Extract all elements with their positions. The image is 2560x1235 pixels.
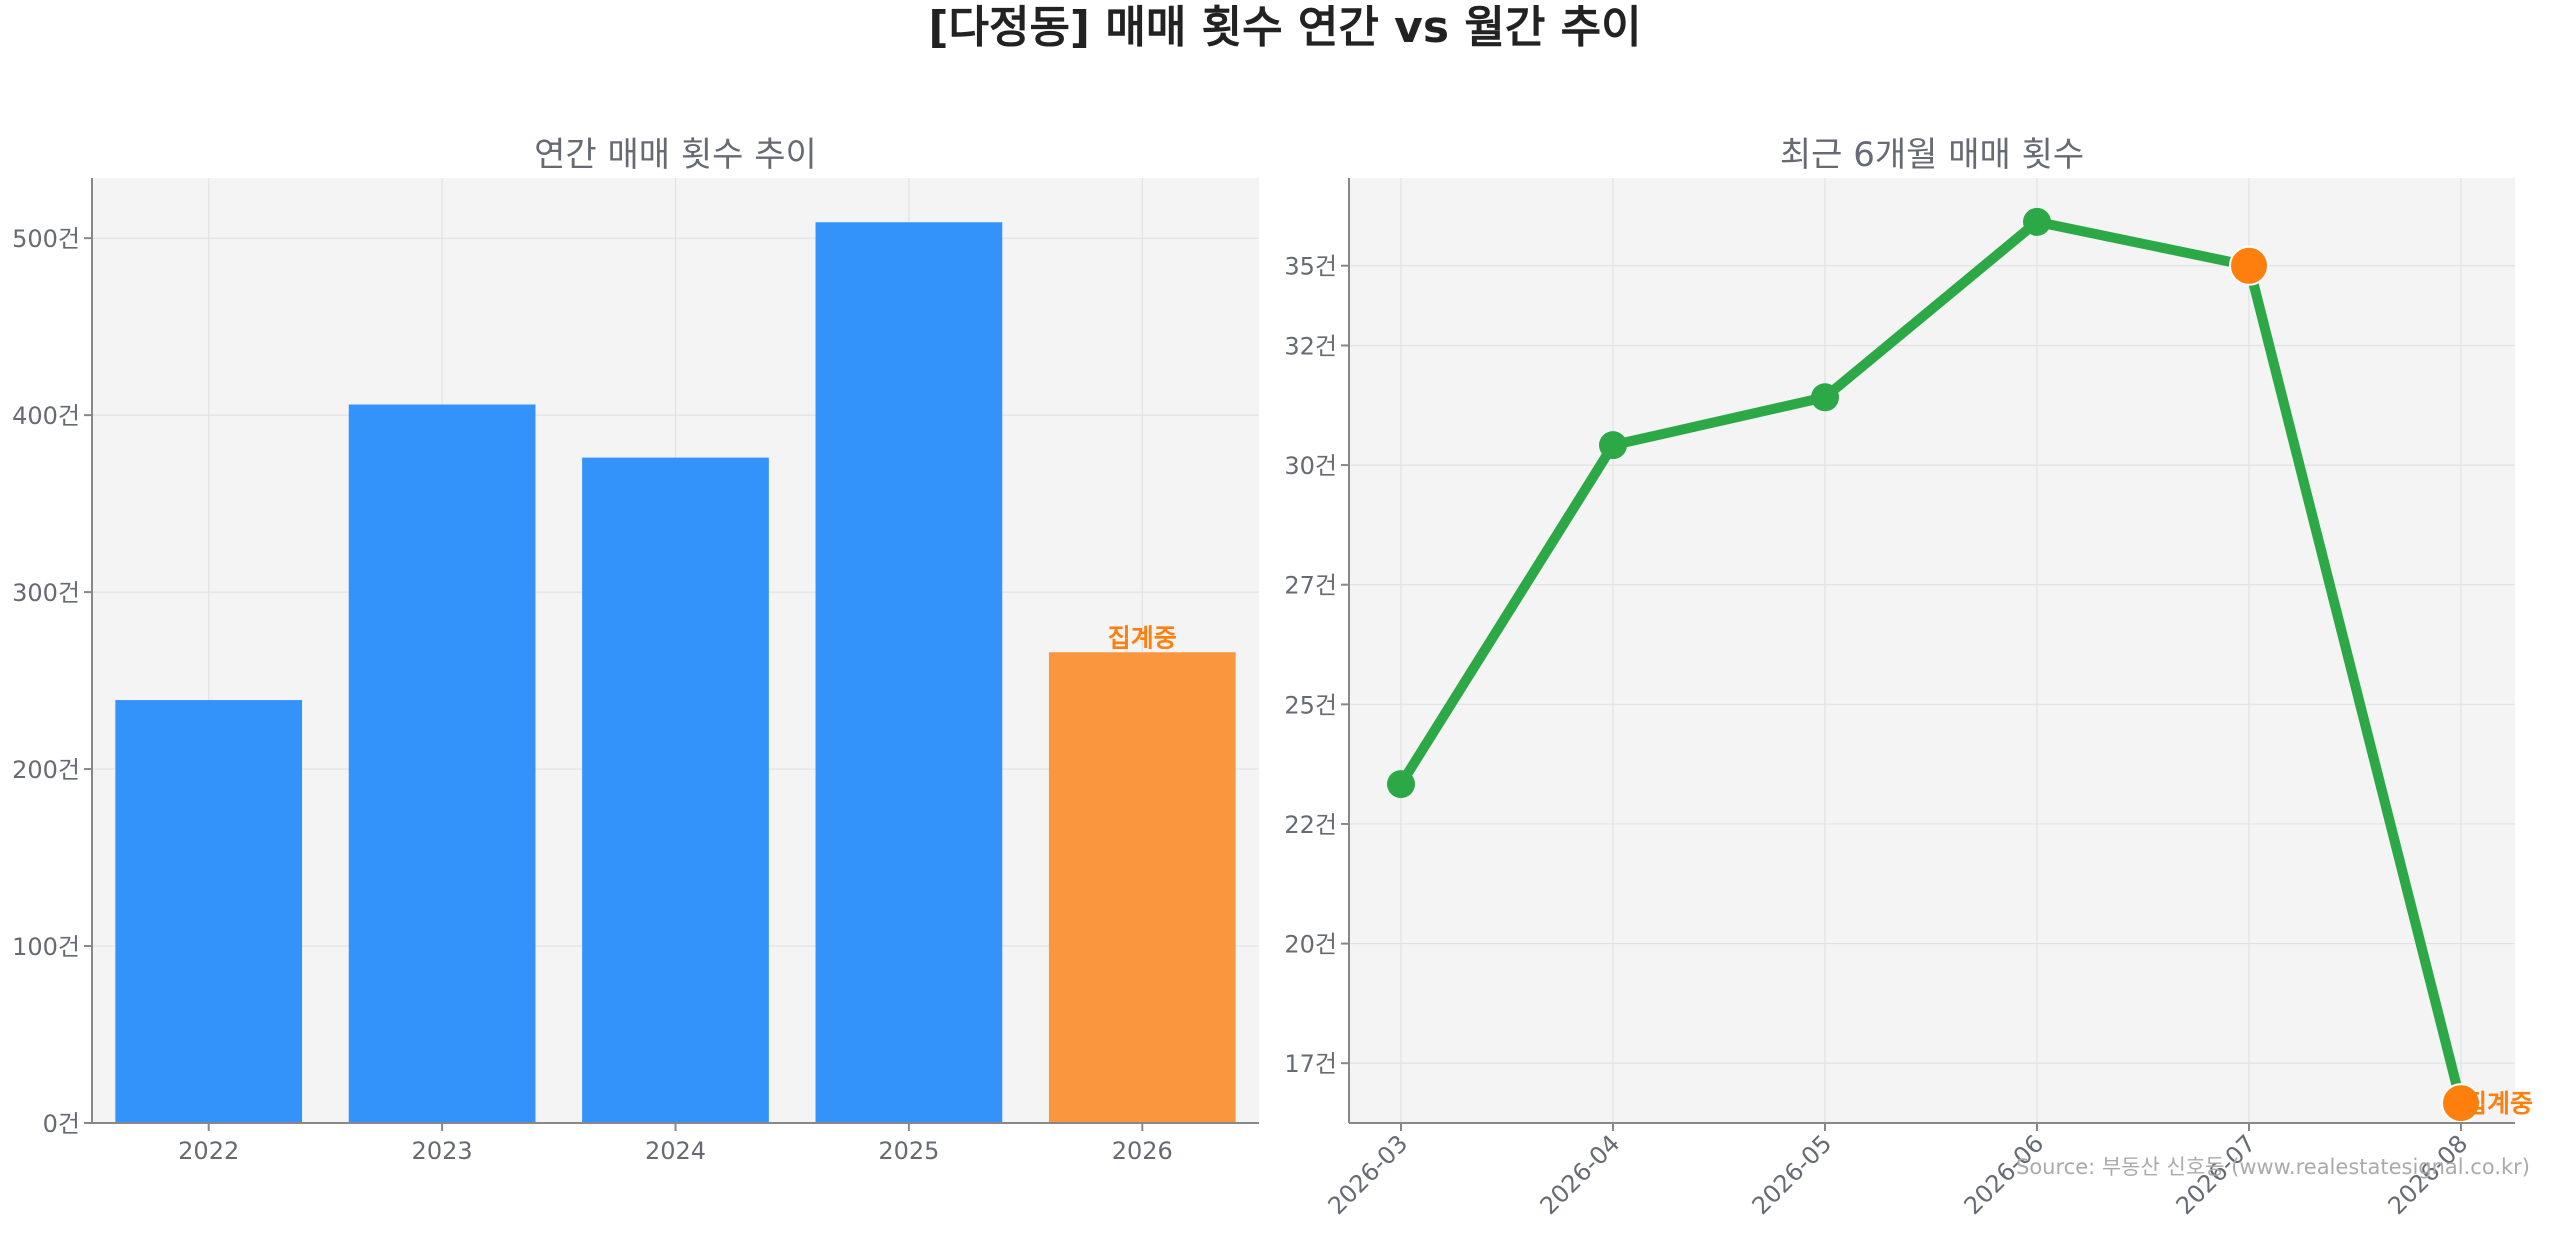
y-tick-label: 30건 <box>1284 452 1337 480</box>
y-tick-label: 22건 <box>1284 811 1337 839</box>
line-point-2026-04 <box>1599 431 1627 460</box>
y-tick-label: 200건 <box>12 756 80 784</box>
y-tick-label: 17건 <box>1284 1050 1337 1078</box>
bar-2023 <box>348 404 536 1123</box>
line-point-2026-07 <box>2229 245 2269 286</box>
y-tick-label: 100건 <box>12 933 80 961</box>
x-tick-label: 2026-05 <box>1747 1129 1838 1220</box>
x-tick-label: 2022 <box>178 1137 239 1165</box>
x-tick-label: 2023 <box>412 1137 473 1165</box>
bar-annotation: 집계중 <box>1108 623 1177 652</box>
source-note: Source: 부동산 신호등 (www.realestatesignal.co… <box>2016 1155 2530 1179</box>
line-point-2026-05 <box>1811 383 1839 412</box>
line-point-2026-03 <box>1387 770 1415 799</box>
y-tick-label: 35건 <box>1284 253 1337 281</box>
line-series <box>1396 216 2466 1109</box>
y-tick-label: 25건 <box>1284 691 1337 719</box>
bar-2026 <box>1048 652 1236 1123</box>
y-tick-label: 32건 <box>1284 332 1337 360</box>
y-tick-label: 400건 <box>12 402 80 430</box>
bar-2024 <box>582 457 769 1123</box>
x-tick-label: 2026-03 <box>1323 1129 1414 1220</box>
annual-bar-chart: 0건 100건 200건 300건 400건 500건 2022 2023 2024 2025 20… <box>12 135 1259 1165</box>
y-tick-label: 20건 <box>1284 931 1337 959</box>
line-chart-title: 최근 6개월 매매 횟수 <box>1780 135 2084 175</box>
bar-chart-title: 연간 매매 횟수 추이 <box>534 135 817 175</box>
x-tick-label: 2026 <box>1112 1137 1173 1165</box>
x-tick-label: 2024 <box>645 1137 706 1165</box>
bar-2022 <box>115 700 303 1123</box>
x-tick-label: 2026-04 <box>1535 1129 1626 1220</box>
x-tick-label: 2025 <box>878 1137 939 1165</box>
line-point-2026-06 <box>2023 207 2051 236</box>
bar-2025 <box>815 222 1003 1123</box>
figure-title: [다정동] 매매 횟수 연간 vs 월간 추이 <box>928 2 1641 53</box>
y-tick-label: 0건 <box>43 1110 80 1138</box>
y-tick-label: 300건 <box>12 579 80 607</box>
y-tick-label: 27건 <box>1284 572 1337 600</box>
y-tick-label: 500건 <box>12 225 80 253</box>
line-plot-area <box>1349 178 2515 1123</box>
line-annotation: 집계중 <box>2464 1089 2533 1118</box>
